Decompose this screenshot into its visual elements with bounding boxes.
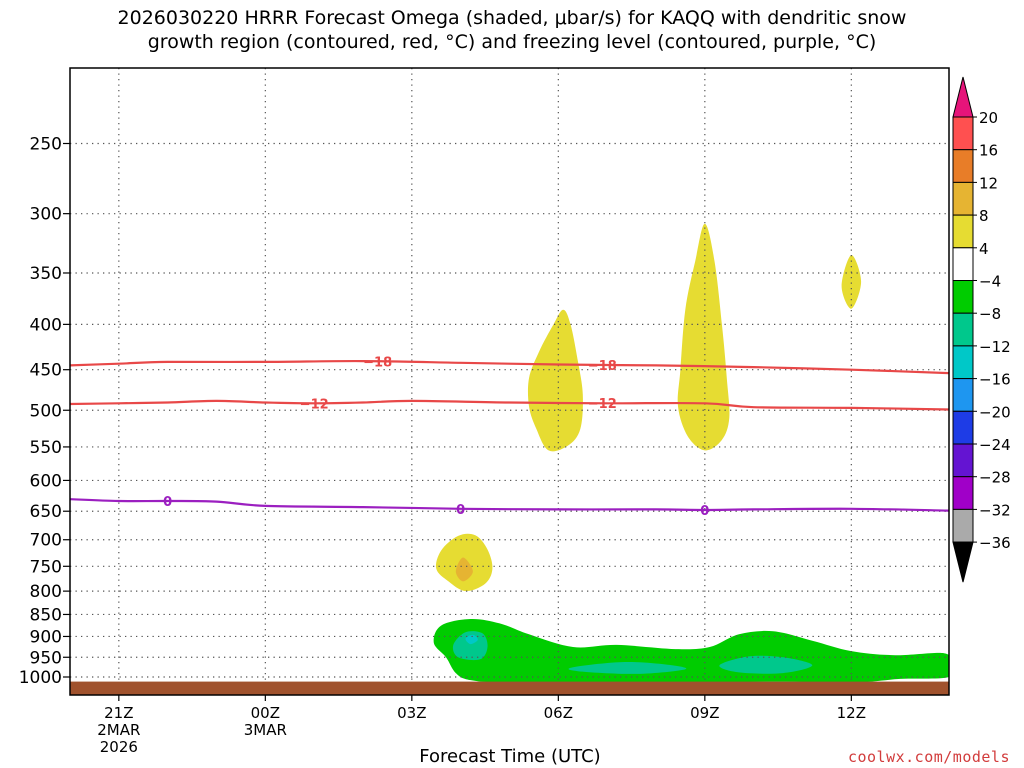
chart-title: 2026030220 HRRR Forecast Omega (shaded, …	[0, 6, 1024, 54]
colorbar-bottom-cap	[952, 541, 974, 583]
colorbar-label-12: −32	[979, 501, 1011, 519]
y-tick-label-2: 350	[30, 264, 62, 284]
y-tick-label-11: 800	[30, 582, 62, 602]
colorbar-bin-0	[952, 116, 974, 151]
omega-region-0	[527, 309, 583, 452]
y-tick-label-10: 750	[30, 557, 62, 577]
y-tick-label-5: 500	[30, 401, 62, 421]
colorbar-bin-2	[952, 181, 974, 216]
colorbar-bin-11	[952, 476, 974, 510]
x-axis-label: Forecast Time (UTC)	[419, 746, 601, 767]
y-tick-label-13: 900	[30, 627, 62, 647]
plot-frame	[69, 67, 950, 696]
source-credit: coolwx.com/models	[847, 748, 1010, 766]
y-tick-label-3: 400	[30, 315, 62, 335]
y-tick-label-6: 550	[30, 438, 62, 458]
contour-line-1	[70, 399, 949, 411]
omega-region-6	[452, 631, 488, 661]
y-tick-label-8: 650	[30, 502, 62, 522]
omega-region-7	[568, 662, 687, 674]
omega-region-5	[433, 618, 949, 683]
contour-line-0	[70, 359, 949, 375]
contour-label-1-0: −12	[300, 397, 329, 412]
x-tick-label-0-2: 2026	[100, 738, 138, 756]
colorbar-bin-1	[952, 149, 974, 183]
colorbar-label-11: −28	[979, 469, 1011, 487]
colorbar-label-5: −4	[979, 273, 1001, 291]
colorbar-label-4: 4	[979, 240, 989, 258]
colorbar-bin-3	[952, 214, 974, 249]
contour-label-1-1: −12	[588, 397, 617, 412]
contour-label-2-1: 0	[456, 503, 465, 518]
y-tick-label-1: 300	[30, 205, 62, 225]
x-tick-label-3-0: 06Z	[544, 704, 573, 722]
x-tick-label-5-0: 12Z	[837, 704, 866, 722]
colorbar-label-8: −16	[979, 371, 1011, 389]
colorbar-label-13: −36	[979, 534, 1011, 552]
omega-region-8	[719, 655, 813, 674]
y-tick-label-12: 850	[30, 605, 62, 625]
colorbar-label-3: 8	[979, 207, 989, 225]
omega-region-4	[455, 557, 473, 582]
colorbar-label-1: 16	[979, 142, 998, 160]
colorbar-label-2: 12	[979, 174, 998, 192]
title-line-1: 2026030220 HRRR Forecast Omega (shaded, …	[117, 7, 907, 29]
contour-label-0-1: −18	[588, 359, 617, 374]
colorbar-bin-10	[952, 443, 974, 478]
colorbar-bin-7	[952, 345, 974, 380]
omega-region-9	[465, 634, 478, 645]
colorbar-label-6: −8	[979, 305, 1001, 323]
colorbar-bin-4	[952, 247, 974, 282]
contour-label-2-0: 0	[163, 495, 172, 510]
colorbar-label-0: 20	[979, 109, 998, 127]
colorbar-bin-9	[952, 410, 974, 445]
contour-label-2-2: 0	[700, 504, 709, 519]
y-tick-label-9: 700	[30, 531, 62, 551]
contour-line-2	[70, 498, 949, 512]
colorbar-label-7: −12	[979, 338, 1011, 356]
colorbar-label-10: −24	[979, 436, 1011, 454]
title-line-2: growth region (contoured, red, °C) and f…	[147, 31, 877, 53]
colorbar-bin-8	[952, 378, 974, 412]
x-tick-label-4-0: 09Z	[690, 704, 719, 722]
y-tick-label-0: 250	[30, 135, 62, 155]
surface-terrain	[70, 681, 949, 695]
x-tick-label-1-1: 3MAR	[244, 721, 287, 739]
x-tick-label-1-0: 00Z	[251, 704, 280, 722]
colorbar-bin-5	[952, 280, 974, 314]
y-tick-label-7: 600	[30, 471, 62, 491]
x-tick-label-0-1: 2MAR	[97, 721, 140, 739]
omega-region-2	[841, 254, 862, 309]
colorbar-label-9: −20	[979, 403, 1011, 421]
contour-label-0-0: −18	[363, 355, 392, 370]
colorbar-bin-12	[952, 508, 974, 543]
omega-region-1	[677, 223, 730, 451]
colorbar-top-cap	[952, 76, 974, 118]
y-tick-label-15: 1000	[19, 668, 62, 688]
colorbar-bin-6	[952, 312, 974, 347]
x-tick-label-0-0: 21Z	[104, 704, 133, 722]
y-tick-label-4: 450	[30, 361, 62, 381]
x-tick-label-2-0: 03Z	[397, 704, 426, 722]
y-tick-label-14: 950	[30, 648, 62, 668]
